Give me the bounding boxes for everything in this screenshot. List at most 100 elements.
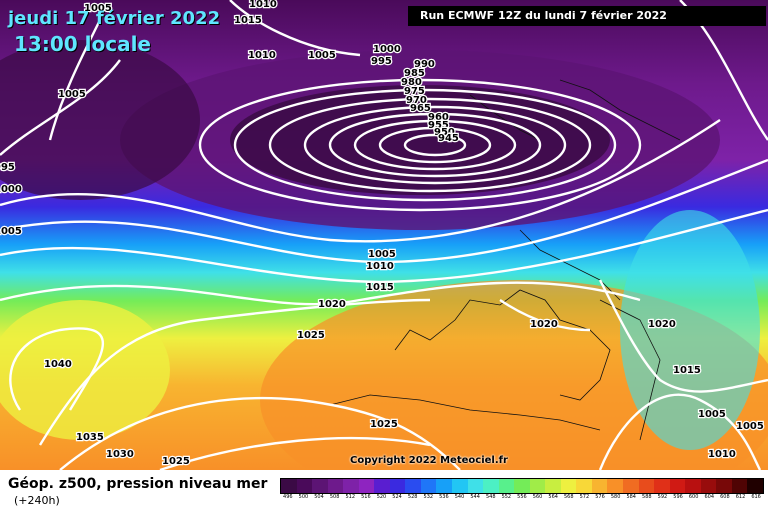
legend-tick: 556 — [517, 494, 527, 500]
forecast-time: 13:00 locale — [14, 32, 151, 56]
isobar-label: 1025 — [297, 330, 325, 341]
legend-tick: 496 — [283, 494, 293, 500]
legend-swatch — [420, 479, 437, 493]
legend-tick: 528 — [407, 494, 418, 500]
legend-swatch — [374, 479, 390, 493]
isobar-label: 1025 — [370, 419, 398, 430]
isobar-label: 1005 — [0, 226, 22, 237]
isobar-label: 1020 — [318, 299, 346, 310]
isobar-label: 1000 — [0, 184, 22, 195]
isobar-label: 1020 — [530, 319, 558, 330]
legend-ticks: 496 500 504 508 512 516 520 524 528 532 536 540 544 5… — [280, 494, 764, 500]
legend-swatch — [716, 479, 732, 493]
map-caption: Géop. z500, pression niveau mer — [8, 476, 268, 492]
legend-tick: 568 — [564, 494, 574, 500]
legend-swatch — [343, 479, 359, 493]
legend-swatch — [358, 479, 375, 493]
isobar-label: 1000 — [373, 44, 401, 55]
forecast-date: jeudi 17 février 2022 — [8, 8, 221, 29]
legend-swatch — [498, 479, 515, 493]
legend-swatch — [685, 479, 701, 493]
legend-tick: 604 — [704, 494, 715, 500]
isobar-label: 1010 — [248, 50, 276, 61]
isobar-label: 1005 — [308, 50, 336, 61]
legend-tick: 572 — [579, 494, 590, 500]
legend-tick: 552 — [501, 494, 512, 500]
forecast-lead-time: (+240h) — [14, 494, 60, 507]
isobar-label: 975 — [404, 86, 425, 97]
legend-swatch — [281, 479, 297, 493]
legend-swatch — [467, 479, 484, 493]
legend-tick: 548 — [485, 494, 496, 500]
legend-swatch — [747, 479, 763, 493]
legend-tick: 560 — [532, 494, 543, 500]
isobar-label: 1010 — [708, 449, 736, 460]
isobar-label: 1040 — [44, 359, 72, 370]
weather-map: 1005 1010 1015 1010 1005 1000 995 990 98… — [0, 0, 768, 470]
isobar-label: 985 — [404, 68, 425, 79]
isobar-label: 1030 — [106, 449, 134, 460]
legend-swatch — [700, 479, 717, 493]
isobar-label: 950 — [434, 127, 455, 138]
legend-swatch — [327, 479, 344, 493]
legend-swatch — [638, 479, 655, 493]
legend-tick: 580 — [610, 494, 621, 500]
legend-tick: 532 — [423, 494, 434, 500]
model-run-banner: Run ECMWF 12Z du lundi 7 février 2022 — [408, 6, 766, 26]
isobar-label: 1020 — [648, 319, 676, 330]
legend-tick: 592 — [657, 494, 668, 500]
map-footer: Géop. z500, pression niveau mer (+240h) … — [0, 470, 768, 512]
color-legend: 496 500 504 508 512 516 520 524 528 532 536 540 544 5… — [280, 478, 764, 506]
copyright-notice: Copyright 2022 Meteociel.fr — [350, 455, 508, 466]
isobar-label: 1035 — [76, 432, 104, 443]
isobar-label: 995 — [0, 162, 15, 173]
legend-swatch — [591, 479, 608, 493]
eastern-trough — [620, 210, 760, 450]
legend-swatch — [669, 479, 686, 493]
isobar-label: 955 — [428, 120, 449, 131]
isobar-labels: 1005 1010 1015 1010 1005 1000 995 990 98… — [0, 0, 765, 468]
isobar-label: 1005 — [84, 3, 112, 14]
legend-tick: 588 — [642, 494, 652, 500]
isobar-label: 1005 — [368, 249, 396, 260]
isobar-label: 980 — [401, 77, 422, 88]
legend-swatch — [623, 479, 639, 493]
isobar-label: 965 — [410, 103, 431, 114]
isobar-label: 1025 — [162, 456, 190, 467]
legend-tick: 508 — [329, 494, 340, 500]
isobar-label: 995 — [371, 56, 392, 67]
isobar-label: 970 — [406, 95, 427, 106]
isobar-label: 1005 — [736, 421, 764, 432]
legend-swatch — [560, 479, 577, 493]
legend-tick: 584 — [626, 494, 636, 500]
isobar-label: 1015 — [234, 15, 262, 26]
legend-tick: 564 — [548, 494, 558, 500]
legend-swatch — [529, 479, 546, 493]
legend-swatch — [312, 479, 328, 493]
legend-tick: 520 — [376, 494, 387, 500]
isobar-label: 1005 — [58, 89, 86, 100]
isobar-label: 1015 — [366, 282, 394, 293]
isobar-label: 1010 — [366, 261, 394, 272]
legend-swatch — [576, 479, 592, 493]
legend-swatch — [405, 479, 421, 493]
legend-tick: 500 — [298, 494, 309, 500]
legend-tick: 600 — [688, 494, 699, 500]
legend-swatch — [654, 479, 670, 493]
legend-tick: 516 — [361, 494, 371, 500]
legend-tick: 576 — [595, 494, 605, 500]
isobar-label: 1005 — [698, 409, 726, 420]
legend-tick: 612 — [735, 494, 746, 500]
legend-swatch — [389, 479, 406, 493]
isobar-label: 990 — [414, 59, 435, 70]
isobar-label: 945 — [438, 133, 459, 144]
legend-tick: 596 — [673, 494, 683, 500]
legend-tick: 504 — [314, 494, 324, 500]
low-pressure-center — [230, 85, 610, 195]
legend-tick: 616 — [751, 494, 761, 500]
legend-tick: 524 — [392, 494, 402, 500]
legend-tick: 536 — [439, 494, 449, 500]
legend-swatch — [514, 479, 530, 493]
legend-tick: 512 — [345, 494, 356, 500]
coastlines — [329, 79, 681, 441]
